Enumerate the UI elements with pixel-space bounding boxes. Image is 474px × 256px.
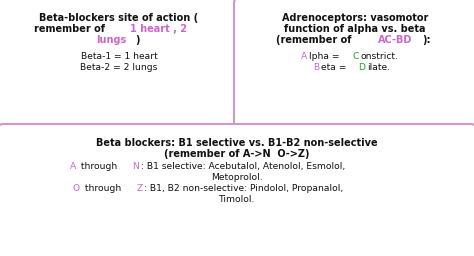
Text: ilate.: ilate. — [367, 63, 390, 72]
Text: (remember of: (remember of — [276, 35, 356, 45]
Text: Beta-blockers site of action (: Beta-blockers site of action ( — [39, 13, 199, 23]
Text: eta =: eta = — [321, 63, 350, 72]
Text: remember of: remember of — [34, 24, 109, 34]
Text: (remember of A->N  O->Z): (remember of A->N O->Z) — [164, 149, 310, 159]
Text: Timolol.: Timolol. — [219, 195, 255, 204]
Text: lungs: lungs — [97, 35, 127, 45]
Text: through: through — [82, 184, 124, 193]
Text: through: through — [78, 162, 120, 171]
Text: D: D — [358, 63, 365, 72]
Text: function of alpha vs. beta: function of alpha vs. beta — [284, 24, 426, 34]
Text: ):: ): — [423, 35, 431, 45]
Text: 1 heart , 2: 1 heart , 2 — [130, 24, 187, 34]
FancyBboxPatch shape — [0, 124, 474, 256]
FancyBboxPatch shape — [0, 0, 240, 130]
Text: AC-BD: AC-BD — [378, 35, 412, 45]
Text: ): ) — [136, 35, 140, 45]
Text: A: A — [301, 52, 307, 61]
Text: : B1, B2 non-selective: Pindolol, Propanalol,: : B1, B2 non-selective: Pindolol, Propan… — [144, 184, 344, 193]
Text: Z: Z — [136, 184, 143, 193]
Text: : B1 selective: Acebutalol, Atenolol, Esmolol,: : B1 selective: Acebutalol, Atenolol, Es… — [141, 162, 345, 171]
Text: C: C — [352, 52, 358, 61]
Text: Metoprolol.: Metoprolol. — [211, 173, 263, 182]
Text: Adrenoceptors: vasomotor: Adrenoceptors: vasomotor — [282, 13, 428, 23]
FancyBboxPatch shape — [234, 0, 474, 130]
Text: B: B — [313, 63, 319, 72]
Text: onstrict.: onstrict. — [360, 52, 398, 61]
Text: Beta-2 = 2 lungs: Beta-2 = 2 lungs — [80, 63, 158, 72]
Text: N: N — [132, 162, 139, 171]
Text: Beta-1 = 1 heart: Beta-1 = 1 heart — [81, 52, 157, 61]
Text: lpha =: lpha = — [309, 52, 342, 61]
Text: A: A — [70, 162, 76, 171]
Text: O: O — [73, 184, 80, 193]
Text: Beta blockers: B1 selective vs. B1-B2 non-selective: Beta blockers: B1 selective vs. B1-B2 no… — [96, 138, 378, 148]
